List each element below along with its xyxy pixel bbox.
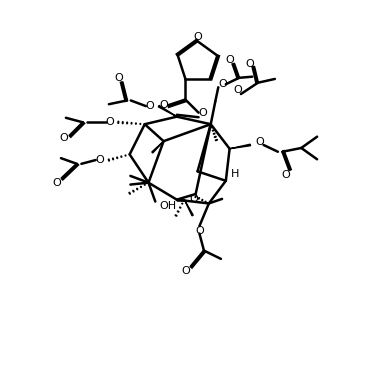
- Text: O: O: [95, 155, 104, 165]
- Text: OH: OH: [159, 201, 176, 211]
- Text: O: O: [105, 117, 114, 127]
- Text: O: O: [114, 73, 123, 83]
- Polygon shape: [230, 144, 250, 149]
- Polygon shape: [158, 106, 177, 117]
- Text: O: O: [199, 108, 207, 118]
- Text: O: O: [281, 170, 290, 180]
- Text: O: O: [145, 101, 154, 111]
- Polygon shape: [152, 141, 164, 153]
- Text: H: H: [231, 169, 239, 179]
- Text: O: O: [160, 100, 168, 110]
- Text: O: O: [193, 33, 202, 42]
- Text: O: O: [218, 79, 227, 89]
- Text: O: O: [182, 266, 190, 276]
- Text: O: O: [245, 59, 254, 69]
- Polygon shape: [184, 200, 193, 216]
- Text: O: O: [225, 55, 234, 65]
- Text: O: O: [196, 225, 204, 236]
- Text: O: O: [255, 137, 264, 147]
- Text: O: O: [53, 178, 62, 188]
- Text: O: O: [60, 133, 68, 143]
- Text: O: O: [189, 194, 198, 204]
- Text: O: O: [234, 85, 242, 95]
